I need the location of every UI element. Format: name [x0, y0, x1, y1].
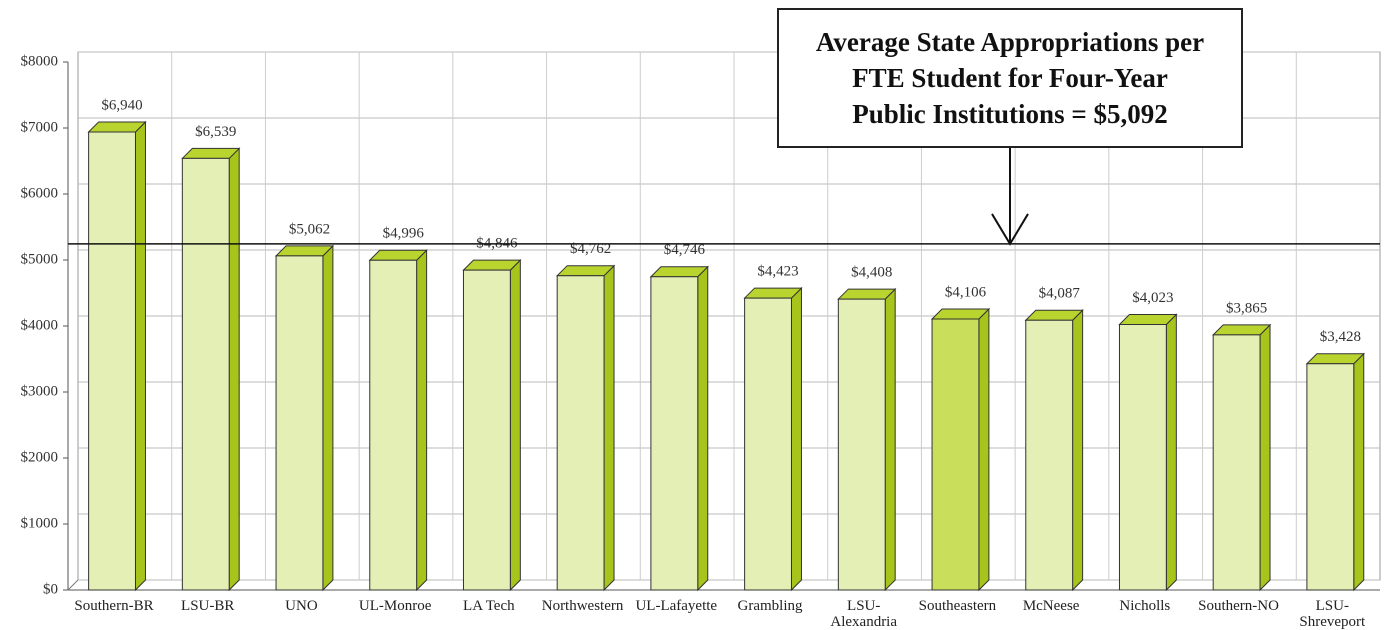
- bar-top: [649, 266, 709, 278]
- bar-top: [274, 245, 335, 257]
- bar-top: [837, 288, 897, 300]
- bar-top: [1211, 324, 1272, 336]
- bar-side: [603, 264, 615, 592]
- y-tick-label: $2000: [21, 449, 59, 465]
- bar-side: [134, 120, 146, 592]
- bar-side: [228, 147, 240, 592]
- value-label: $4,087: [1039, 286, 1081, 302]
- bar-front: [931, 318, 980, 591]
- bar-top: [87, 121, 147, 133]
- y-tick-label: $3000: [21, 383, 59, 399]
- bar-top: [1024, 309, 1084, 321]
- bar: [1118, 313, 1178, 592]
- x-tick-label: Grambling: [737, 598, 803, 614]
- bar-front: [88, 131, 136, 591]
- y-tick-label: $7000: [21, 119, 59, 135]
- bar-top: [930, 308, 991, 320]
- bar: [1211, 323, 1272, 592]
- bar: [181, 147, 241, 592]
- bar: [930, 307, 991, 592]
- x-tick-label: UL-Monroe: [358, 598, 432, 614]
- bar-front: [275, 255, 324, 591]
- bar: [274, 244, 335, 592]
- y-tick-label: $4000: [21, 317, 59, 333]
- x-tick-label: Southeastern: [918, 598, 997, 614]
- bar-side: [790, 286, 802, 592]
- bar-front: [369, 259, 418, 591]
- value-label: $4,423: [757, 264, 798, 280]
- value-label: $5,062: [289, 221, 330, 237]
- x-tick-label: Southern-NO: [1198, 598, 1279, 614]
- bar-front: [181, 157, 230, 591]
- bar-front: [462, 269, 511, 591]
- bar-side: [322, 244, 334, 592]
- x-tick-label: LSU- Shreveport: [1299, 598, 1366, 630]
- bar-front: [556, 275, 605, 591]
- bar-side: [416, 249, 428, 592]
- bar-front: [1118, 323, 1167, 591]
- value-label: $4,996: [383, 226, 425, 242]
- bar-side: [884, 287, 896, 592]
- x-tick-label: Nicholls: [1119, 598, 1171, 614]
- bar-side: [697, 265, 709, 592]
- bar-side: [1072, 309, 1084, 592]
- arrow-head: [991, 213, 1029, 246]
- value-label: $4,762: [570, 241, 611, 257]
- bar-front: [744, 297, 792, 591]
- bar-top: [1305, 353, 1365, 365]
- bar-front: [837, 298, 886, 591]
- bar: [87, 120, 147, 592]
- bar-front: [1025, 319, 1074, 591]
- bar: [837, 287, 897, 592]
- bar-top: [181, 147, 241, 159]
- y-tick-label: $5000: [21, 251, 59, 267]
- bar-side: [978, 307, 990, 592]
- value-label: $6,539: [195, 124, 236, 140]
- bar-top: [368, 249, 428, 261]
- bar: [462, 258, 522, 592]
- value-label: $3,428: [1320, 329, 1361, 345]
- y-tick-label: $1000: [21, 515, 59, 531]
- bar-top: [462, 259, 522, 271]
- bar-side: [1259, 323, 1271, 592]
- axis: [67, 579, 79, 591]
- value-label: $4,023: [1132, 290, 1173, 306]
- bar: [368, 249, 428, 592]
- bar: [1305, 352, 1365, 592]
- value-label: $4,106: [945, 284, 987, 300]
- value-label: $3,865: [1226, 300, 1267, 316]
- bar: [1024, 309, 1084, 592]
- x-tick-label: UL-Lafayette: [635, 598, 718, 614]
- value-label: $6,940: [101, 97, 142, 113]
- bar-top: [743, 287, 803, 299]
- x-tick-label: Southern-BR: [74, 598, 154, 614]
- bar-front: [1306, 363, 1355, 591]
- x-tick-label: UNO: [285, 598, 318, 614]
- value-label: $4,408: [851, 265, 892, 281]
- x-tick-label: LSU- Alexandria: [830, 598, 898, 630]
- bar: [743, 286, 803, 592]
- y-tick-label: $8000: [21, 53, 59, 69]
- y-tick-label: $0: [43, 581, 58, 597]
- x-tick-label: Northwestern: [541, 598, 624, 614]
- bar-side: [509, 258, 521, 592]
- bar: [649, 265, 709, 592]
- bar-front: [1212, 334, 1261, 591]
- x-tick-label: McNeese: [1022, 598, 1080, 614]
- bar-top: [1118, 313, 1178, 325]
- x-tick-label: LSU-BR: [181, 598, 235, 614]
- x-tick-label: LA Tech: [463, 598, 515, 614]
- value-label: $4,746: [664, 242, 706, 258]
- bar-side: [1165, 313, 1177, 592]
- y-tick-label: $6000: [21, 185, 59, 201]
- bar-top: [555, 265, 616, 277]
- bar-front: [650, 276, 699, 591]
- bar: [555, 264, 616, 592]
- annotation: Average State Appropriations per FTE Stu…: [777, 8, 1243, 148]
- bar-side: [1353, 352, 1365, 592]
